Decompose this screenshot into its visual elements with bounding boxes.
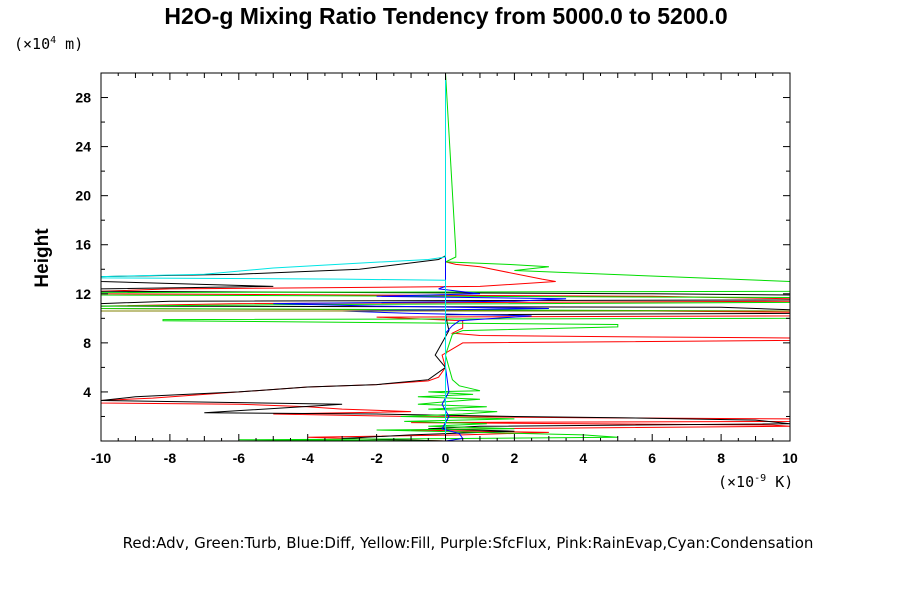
y-tick-label: 12 (75, 286, 91, 302)
series-line-4 (273, 73, 567, 441)
x-tick-label: 2 (511, 450, 519, 466)
x-tick-label: -6 (233, 450, 246, 466)
y-tick-label: 24 (75, 139, 91, 155)
series-line-3 (101, 73, 790, 441)
x-axis-ticks: -10 -8 -6 -4 -2 0 2 4 6 8 10 (91, 73, 798, 466)
plot-series (101, 73, 790, 441)
x-axis-scale-label: (×10-9 K) (718, 473, 793, 491)
plot-frame (100, 72, 791, 442)
y-tick-label: 20 (75, 188, 91, 204)
x-tick-label: 4 (579, 450, 587, 466)
y-axis-ticks: 4 8 12 16 20 24 28 (75, 72, 790, 442)
y-axis-scale-label: (×104 m) (14, 35, 83, 53)
y-tick-label: 28 (75, 90, 91, 106)
y-axis-label: Height (32, 228, 53, 288)
series-line-2 (101, 73, 790, 441)
series-line-6 (101, 73, 446, 441)
x-tick-label: -10 (91, 450, 111, 466)
x-tick-label: -4 (301, 450, 314, 466)
y-tick-label: 8 (83, 335, 91, 351)
x-tick-label: 6 (648, 450, 656, 466)
legend-text: Red:Adv, Green:Turb, Blue:Diff, Yellow:F… (123, 534, 814, 552)
x-tick-label: -8 (164, 450, 177, 466)
x-tick-label: 10 (782, 450, 798, 466)
y-tick-label: 16 (75, 237, 91, 253)
x-tick-label: -2 (370, 450, 383, 466)
x-tick-label: 0 (442, 450, 450, 466)
y-tick-label: 4 (83, 384, 91, 400)
chart-title: H2O-g Mixing Ratio Tendency from 5000.0 … (164, 3, 727, 29)
x-tick-label: 8 (717, 450, 725, 466)
series-line-1 (101, 73, 790, 441)
